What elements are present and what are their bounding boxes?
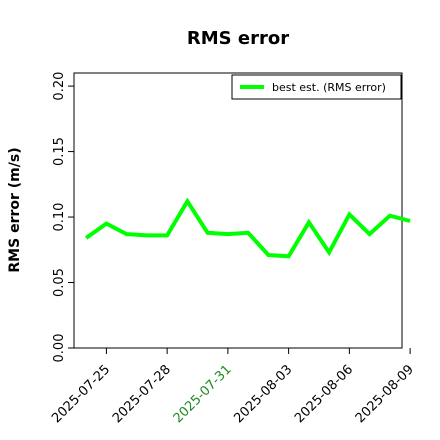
x-axis: 2025-07-252025-07-282025-07-312025-08-03… <box>49 348 417 426</box>
plot-area-frame <box>73 72 403 349</box>
y-axis-label: RMS error (m/s) <box>7 147 23 272</box>
y-axis: 0.00 0.05 0.10 0.15 0.20 <box>52 72 74 363</box>
x-tick-label: 2025-08-06 <box>292 362 356 426</box>
x-tick-label: 2025-08-03 <box>231 362 295 426</box>
series-layer <box>84 197 411 259</box>
y-tick-label: 0.00 <box>52 334 67 363</box>
x-tick-label: 2025-07-25 <box>49 362 113 426</box>
legend: best est. (RMS error) <box>231 74 402 100</box>
x-tick-label: 2025-07-31 <box>171 362 235 426</box>
y-tick-label: 0.15 <box>52 137 67 166</box>
x-tick-label: 2025-07-28 <box>110 362 174 426</box>
chart-title: RMS error <box>187 28 289 49</box>
y-tick-label: 0.10 <box>52 203 67 232</box>
series-line-0 <box>84 197 411 259</box>
y-tick-label: 0.05 <box>52 268 67 297</box>
y-tick-label: 0.20 <box>52 72 67 101</box>
x-tick-label: 2025-08-09 <box>353 362 417 426</box>
legend-label: best est. (RMS error) <box>272 81 386 94</box>
